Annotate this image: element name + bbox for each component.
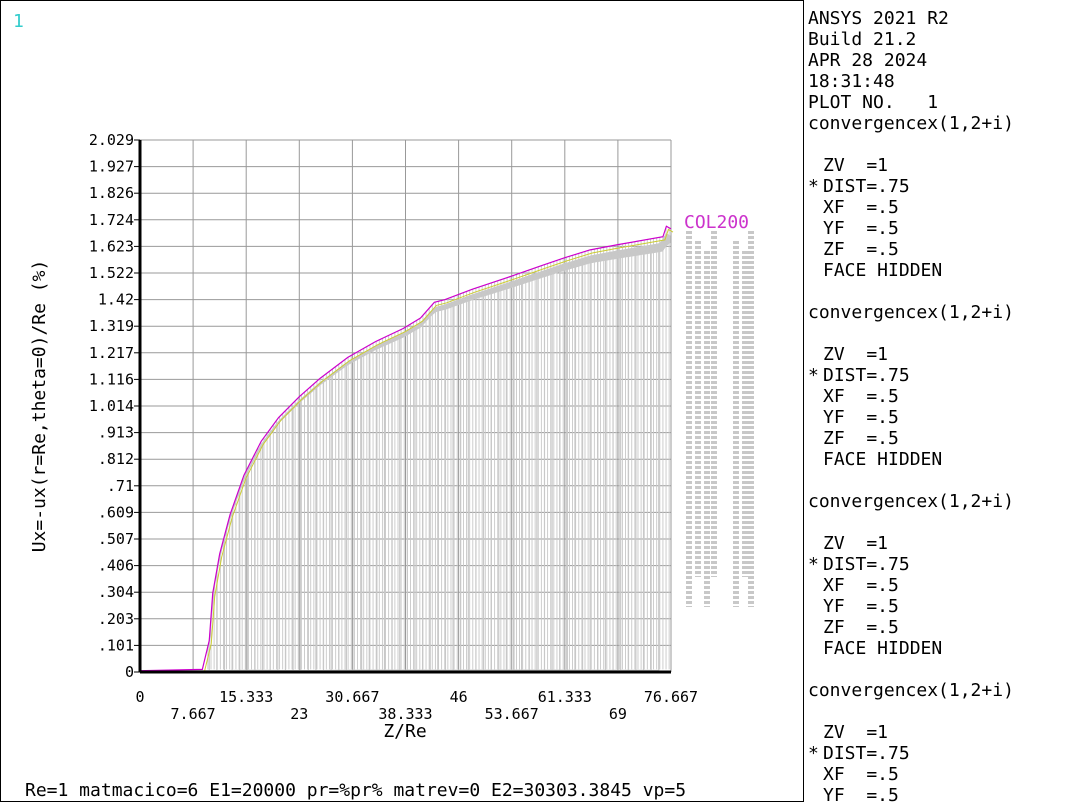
x-tick-label: 7.667 — [171, 705, 216, 723]
legend-param-line: * DIST=.75 — [808, 176, 910, 197]
legend-block-title: convergencex(1,2+i) — [808, 302, 1014, 323]
series-curve — [139, 240, 667, 672]
legend-spacer — [808, 659, 1076, 680]
y-tick-label: 1.826 — [89, 184, 134, 202]
legend-block-title: convergencex(1,2+i) — [808, 491, 1014, 512]
y-tick-label: .406 — [98, 557, 134, 575]
legend-param-line: YF =.5 — [823, 407, 899, 428]
legend-param-line: * DIST=.75 — [808, 554, 910, 575]
y-tick-label: 2.029 — [89, 131, 134, 149]
x-tick-label: 53.667 — [485, 705, 539, 723]
y-tick-label: 1.927 — [89, 158, 134, 176]
legend-param-line: ZF =.5 — [823, 428, 899, 449]
legend-header-line: Build 21.2 — [808, 29, 917, 50]
y-tick-label: 1.116 — [89, 370, 134, 388]
plot-window: 1 COL200 0 .101 .203 .304 .406 .507 .609 .71 .812… — [0, 0, 804, 802]
legend-param-line: YF =.5 — [823, 218, 899, 239]
legend-spacer — [808, 323, 1076, 344]
y-tick-label: 1.623 — [89, 237, 134, 255]
window-number: 1 — [13, 11, 24, 32]
legend-param-line: ZV =1 — [823, 344, 889, 365]
series-label: COL200 — [684, 212, 749, 233]
y-tick-label: .913 — [98, 424, 134, 442]
x-tick-label: 0 — [135, 688, 144, 706]
legend-param-line: FACE HIDDEN — [823, 638, 943, 659]
x-tick-label: 15.333 — [219, 688, 273, 706]
y-tick-label: 1.319 — [89, 317, 134, 335]
legend-spacer — [808, 512, 1076, 533]
y-axis-label: Ux=-ux(r=Re,theta=0)/Re (%) — [29, 260, 50, 553]
legend-header-line: APR 28 2024 — [808, 50, 928, 71]
legend-param-line: ZV =1 — [823, 155, 889, 176]
x-tick-label: 61.333 — [538, 688, 592, 706]
x-tick-label: 38.333 — [378, 705, 432, 723]
series-secondary-line — [142, 228, 674, 673]
y-tick-label: .203 — [98, 610, 134, 628]
series-curve — [139, 239, 667, 672]
series-curve — [139, 242, 667, 672]
legend-param-line: FACE HIDDEN — [823, 449, 943, 470]
legend-param-line: ZV =1 — [823, 722, 889, 743]
series-curve — [139, 239, 667, 672]
legend-param-line: ZV =1 — [823, 533, 889, 554]
series-curve — [139, 238, 667, 672]
series-envelope-line — [139, 225, 672, 672]
series-curve — [139, 241, 667, 672]
y-tick-label: 1.522 — [89, 264, 134, 282]
legend-header-line: ANSYS 2021 R2 — [808, 8, 949, 29]
x-tick-label: 30.667 — [325, 688, 379, 706]
legend-param-line: XF =.5 — [823, 386, 899, 407]
legend-header-line: 18:31:48 — [808, 71, 895, 92]
legend-panel: ANSYS 2021 R2 Build 21.2 APR 28 2024 18:31:… — [808, 8, 1076, 810]
footer-parameters: Re=1 matmacico=6 E1=20000 pr=%pr% matrev… — [25, 780, 687, 801]
legend-spacer — [808, 701, 1076, 722]
legend-param-line: XF =.5 — [823, 764, 899, 785]
chart: COL200 0 .101 .203 .304 .406 .507 .609 .71 .812 .9… — [29, 131, 754, 742]
y-tick-label: .609 — [98, 503, 134, 521]
series-curve — [139, 235, 667, 672]
series-curve — [139, 236, 667, 672]
legend-block-title: convergencex(1,2+i) — [808, 680, 1014, 701]
y-tick-label: .304 — [98, 583, 134, 601]
legend-param-line: * DIST=.75 — [808, 743, 910, 764]
legend-param-line: YF =.5 — [823, 785, 899, 806]
y-tick-label: .812 — [98, 450, 134, 468]
y-tick-label: 1.724 — [89, 211, 134, 229]
legend-param-line: XF =.5 — [823, 575, 899, 596]
y-tick-label: .507 — [98, 530, 134, 548]
y-tick-label: 0 — [125, 663, 134, 681]
series-curve — [139, 235, 667, 672]
series-curve — [139, 236, 667, 672]
y-tick-label: 1.42 — [98, 291, 134, 309]
y-tick-label: 1.014 — [89, 397, 134, 415]
y-tick-label: .101 — [98, 636, 134, 654]
x-tick-label: 23 — [290, 705, 308, 723]
legend-spacer — [808, 470, 1076, 491]
x-axis-label: Z/Re — [383, 721, 426, 742]
legend-header-line: PLOT NO. 1 — [808, 92, 939, 113]
series-curve — [139, 234, 667, 672]
x-tick-label: 76.667 — [644, 688, 698, 706]
legend-param-line: ZF =.5 — [823, 617, 899, 638]
legend-spacer — [808, 134, 1076, 155]
series-curve — [139, 237, 667, 672]
legend-param-line: XF =.5 — [823, 197, 899, 218]
legend-param-line: * DIST=.75 — [808, 365, 910, 386]
legend-param-line: YF =.5 — [823, 596, 899, 617]
series-curve — [139, 233, 667, 672]
legend-param-line: ZF =.5 — [823, 239, 899, 260]
legend-param-line: FACE HIDDEN — [823, 260, 943, 281]
series-curve — [139, 237, 667, 672]
y-tick-label: 1.217 — [89, 344, 134, 362]
legend-spacer — [808, 281, 1076, 302]
x-tick-label: 46 — [450, 688, 468, 706]
x-tick-label: 69 — [609, 705, 627, 723]
legend-block-title: convergencex(1,2+i) — [808, 113, 1014, 134]
y-tick-label: .71 — [107, 477, 134, 495]
